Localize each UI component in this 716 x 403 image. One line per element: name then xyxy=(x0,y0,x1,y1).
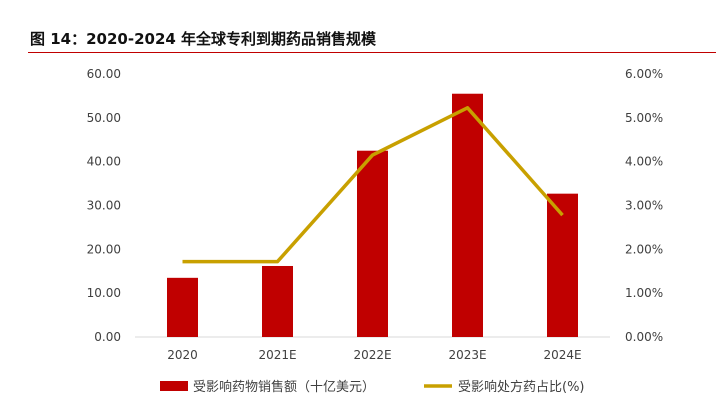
right-tick-label: 1.00% xyxy=(625,286,663,300)
bar xyxy=(547,193,578,337)
legend-line-label: 受影响处方药占比(%) xyxy=(458,379,585,395)
bar xyxy=(452,93,483,337)
x-tick-label: 2020 xyxy=(167,348,198,362)
right-axis-ticks: 0.00% 1.00% 2.00% 3.00% 4.00% 5.00% 6.00% xyxy=(625,67,663,344)
right-tick-label: 5.00% xyxy=(625,111,663,125)
legend-bar-label: 受影响药物销售额（十亿美元） xyxy=(193,379,375,395)
right-tick-label: 0.00% xyxy=(625,330,663,344)
x-axis-labels: 2020 2021E 2022E 2023E 2024E xyxy=(167,348,581,362)
right-tick-label: 2.00% xyxy=(625,242,663,256)
x-tick-label: 2022E xyxy=(353,348,391,362)
x-tick-label: 2021E xyxy=(258,348,296,362)
left-tick-label: 60.00 xyxy=(87,67,121,81)
x-tick-label: 2024E xyxy=(543,348,581,362)
right-tick-label: 6.00% xyxy=(625,67,663,81)
bar-series xyxy=(167,93,578,337)
left-tick-label: 30.00 xyxy=(87,199,121,213)
left-tick-label: 20.00 xyxy=(87,242,121,256)
left-tick-label: 50.00 xyxy=(87,111,121,125)
title-rule xyxy=(28,52,716,53)
legend: 受影响药物销售额（十亿美元） 受影响处方药占比(%) xyxy=(160,379,585,395)
legend-bar-swatch xyxy=(160,381,188,391)
x-tick-label: 2023E xyxy=(448,348,486,362)
left-tick-label: 0.00 xyxy=(94,330,121,344)
left-tick-label: 10.00 xyxy=(87,286,121,300)
bar xyxy=(357,150,388,337)
bar xyxy=(262,265,293,337)
left-axis-ticks: 0.00 10.00 20.00 30.00 40.00 50.00 60.00 xyxy=(87,67,121,344)
bar xyxy=(167,277,198,337)
right-tick-label: 3.00% xyxy=(625,199,663,213)
line-series xyxy=(182,106,564,264)
figure-title: 图 14：2020-2024 年全球专利到期药品销售规模 xyxy=(30,30,377,48)
right-tick-label: 4.00% xyxy=(625,155,663,169)
left-tick-label: 40.00 xyxy=(87,155,121,169)
